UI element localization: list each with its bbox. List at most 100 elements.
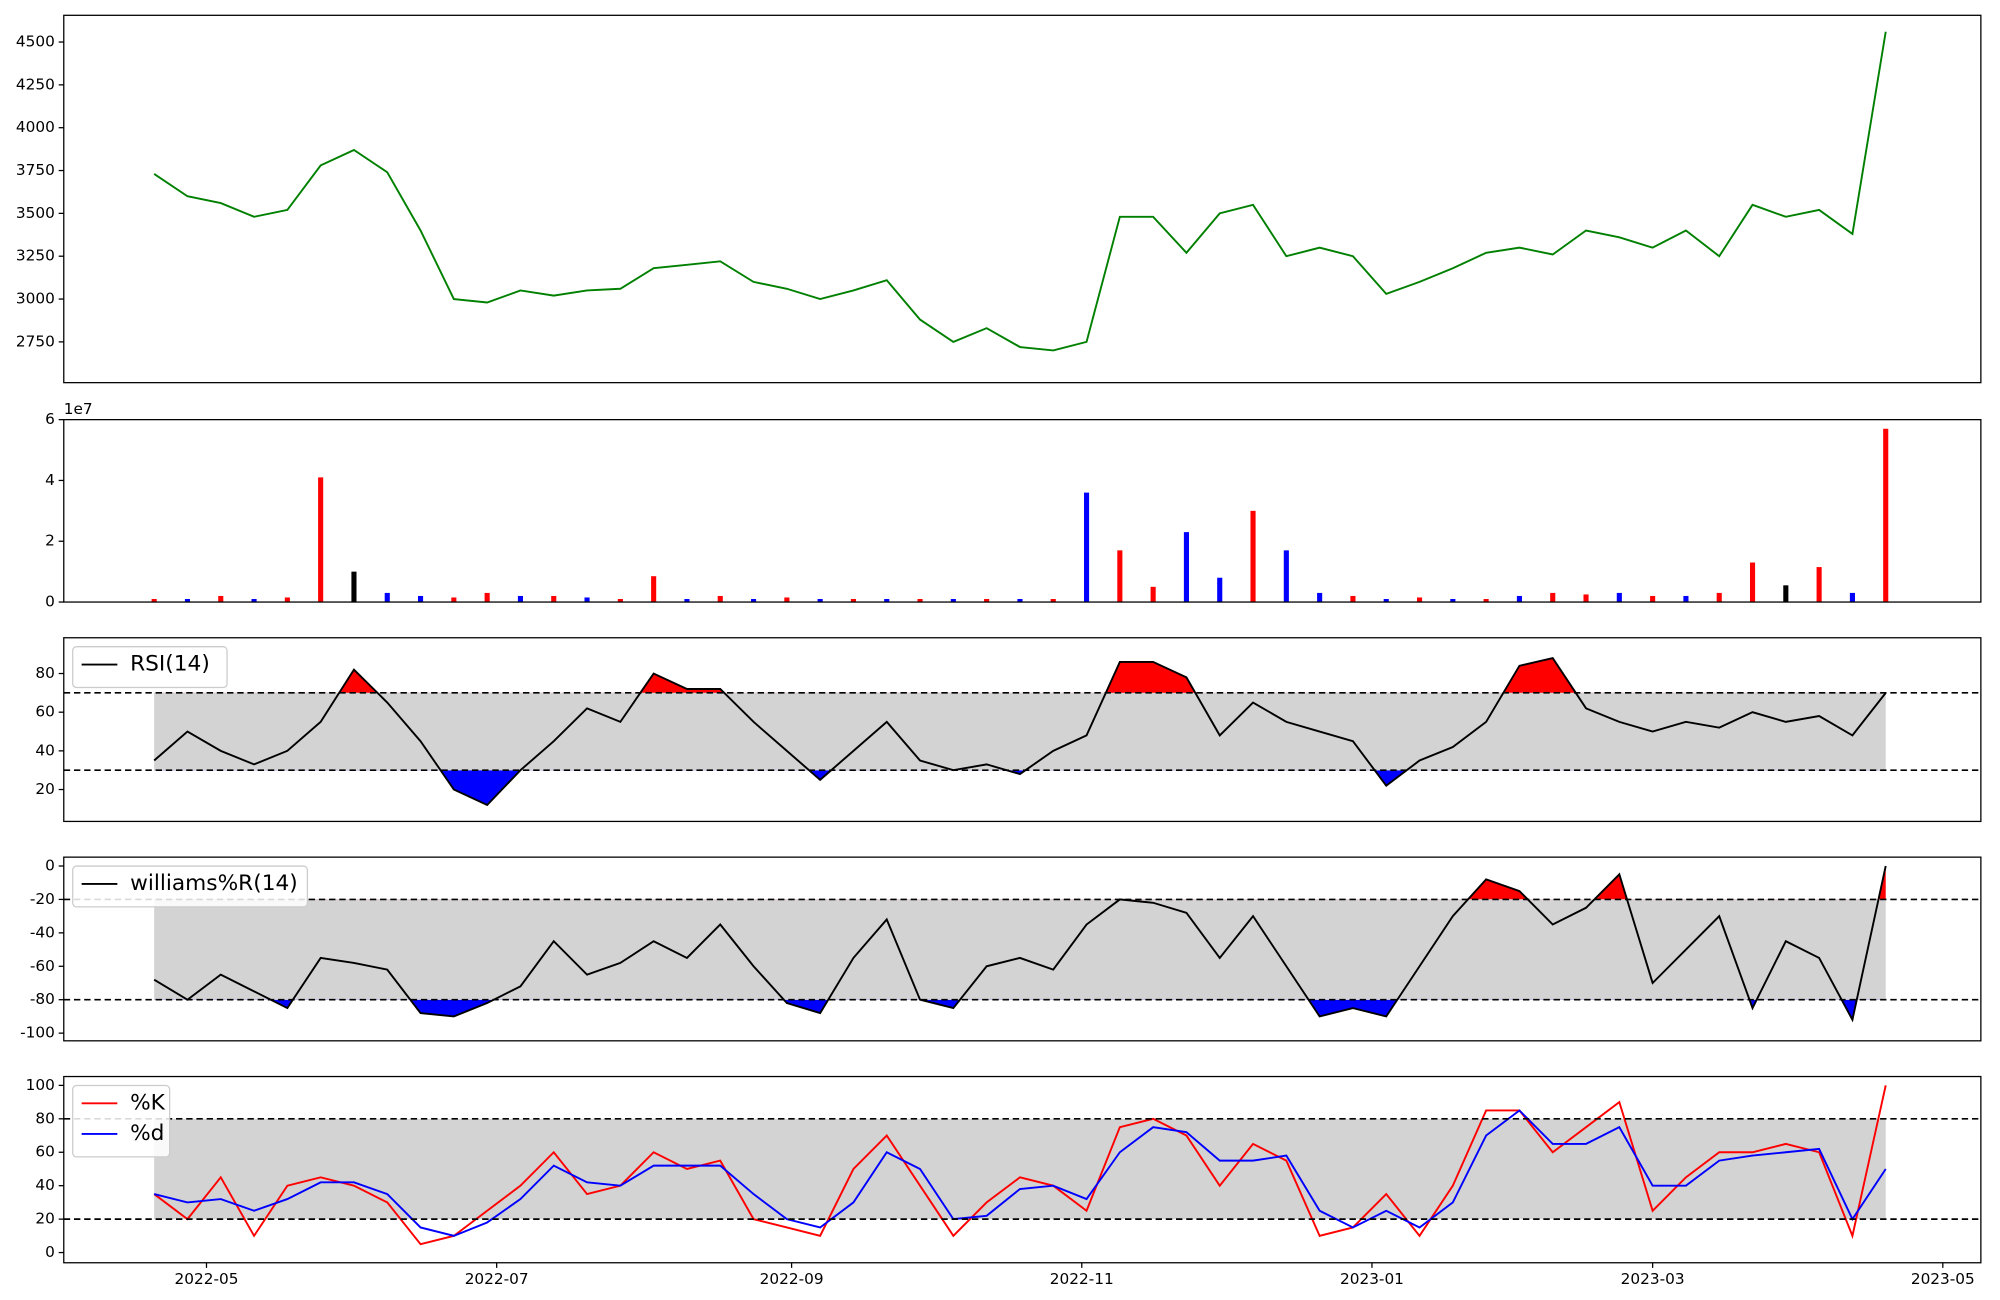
bar (1050, 599, 1056, 603)
bar (1450, 599, 1456, 603)
series-line (153, 656, 1887, 807)
bar (1150, 586, 1156, 603)
y-tick-label: 20 (35, 1210, 54, 1228)
bar (184, 599, 191, 603)
y-tick-label: 3750 (16, 161, 55, 179)
bar (318, 477, 324, 603)
oversold-fill (154, 770, 1886, 805)
legend-box (72, 865, 309, 908)
oversold-fill (270, 999, 1857, 1020)
bar (1849, 592, 1855, 603)
bar (1383, 599, 1389, 603)
bar (251, 599, 257, 603)
bar (1183, 532, 1189, 603)
bar (717, 595, 723, 603)
bar (1217, 577, 1223, 603)
bar (517, 595, 524, 603)
axes-frame (63, 1075, 1982, 1264)
y-tick-label: 100 (26, 1076, 55, 1094)
legend-label: williams%R(14) (130, 871, 298, 896)
y-tick-label: 40 (35, 1176, 54, 1194)
bar (1350, 595, 1356, 603)
y-tick-label: 4250 (16, 75, 55, 93)
axes-frame (63, 419, 1982, 603)
x-tick-label: 2022-07 (465, 1270, 529, 1288)
bar (850, 599, 856, 603)
y-tick-label: 0 (45, 593, 55, 611)
bar (1883, 428, 1889, 603)
axes-frame (63, 856, 1982, 1042)
axes-frame (63, 14, 1982, 384)
y-tick-label: -20 (30, 890, 55, 908)
bar (784, 597, 790, 603)
bar (1683, 595, 1689, 603)
y-tick-label: 3500 (16, 204, 55, 222)
overbought-fill (154, 658, 1886, 693)
y-tick-label: -100 (20, 1024, 55, 1042)
x-tick-label: 2023-01 (1340, 1270, 1404, 1288)
bar (218, 595, 224, 603)
x-tick-label: 2023-03 (1621, 1270, 1685, 1288)
y-tick-label: 4000 (16, 118, 55, 136)
y-tick-label: 2750 (16, 332, 55, 350)
bar (1583, 594, 1589, 603)
x-tick-label: 2023-05 (1911, 1270, 1975, 1288)
bar (684, 599, 690, 603)
y-tick-label: 0 (45, 857, 55, 875)
bar (917, 599, 923, 603)
band (154, 899, 1886, 1000)
bar (1317, 592, 1323, 603)
series-line (153, 1109, 1887, 1237)
y-tick-label: -40 (30, 923, 55, 941)
x-tick-label: 2022-05 (175, 1270, 239, 1288)
bar (551, 595, 557, 603)
y-tick-label: 80 (35, 664, 54, 682)
bar (1550, 592, 1556, 603)
legend-label: %d (130, 1121, 164, 1146)
bar (151, 599, 157, 603)
bar (384, 592, 390, 603)
bar (1749, 562, 1756, 603)
bar (1416, 597, 1423, 603)
bar (1117, 550, 1123, 603)
legend-label: RSI(14) (130, 652, 210, 677)
band (154, 692, 1886, 771)
x-tick-label: 2022-11 (1050, 1270, 1114, 1288)
bar (451, 597, 457, 603)
y-tick-label: 6 (45, 410, 55, 428)
y-tick-label: 80 (35, 1109, 54, 1127)
bar (651, 576, 657, 603)
bar (817, 599, 823, 603)
bar (1516, 595, 1522, 603)
offset-text: 1e7 (64, 400, 93, 418)
y-tick-label: 4500 (16, 33, 55, 51)
bar (950, 599, 956, 603)
bar (351, 571, 357, 603)
bar (284, 597, 290, 603)
bar (1083, 492, 1090, 603)
bar (617, 599, 623, 603)
bar (584, 597, 590, 603)
bar (1716, 592, 1722, 603)
legend-label: %K (130, 1090, 166, 1115)
y-tick-label: 2 (45, 532, 55, 550)
y-tick-label: 3250 (16, 247, 55, 265)
x-tick-label: 2022-09 (760, 1270, 824, 1288)
bar (1483, 599, 1489, 603)
bar (1783, 585, 1789, 603)
y-tick-label: -60 (30, 957, 55, 975)
bar (1250, 510, 1256, 603)
y-tick-label: 60 (35, 703, 54, 721)
y-tick-label: 0 (45, 1243, 55, 1261)
bar (1283, 550, 1289, 603)
bar (1816, 567, 1822, 603)
y-tick-label: 60 (35, 1143, 54, 1161)
bar (750, 599, 757, 603)
axes-frame (63, 637, 1982, 823)
bar (984, 599, 990, 603)
y-tick-label: 3000 (16, 290, 55, 308)
band (154, 1118, 1886, 1220)
series-line (153, 865, 1887, 1023)
bar (1616, 592, 1622, 603)
